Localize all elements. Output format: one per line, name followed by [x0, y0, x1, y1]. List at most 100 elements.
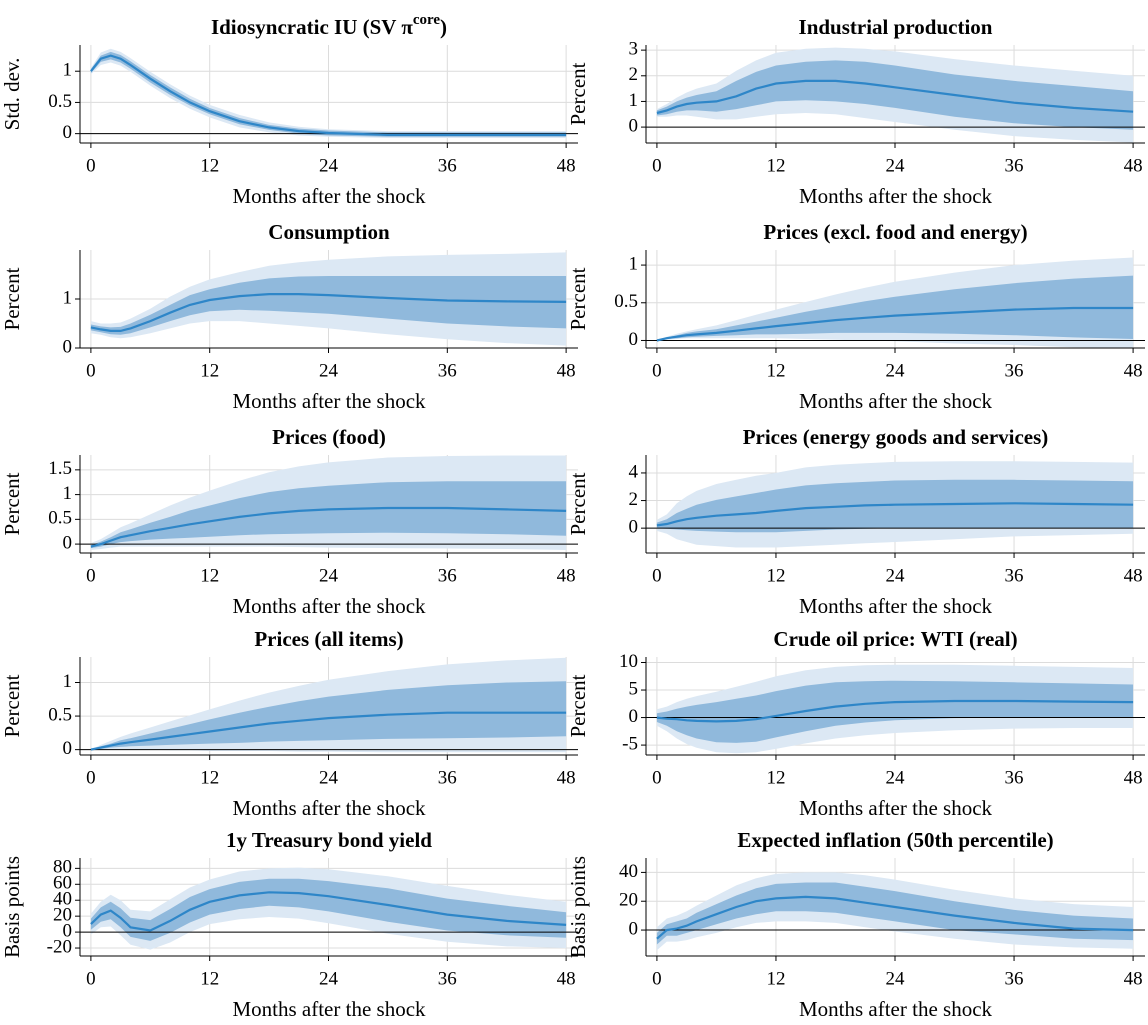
x-tick-label: 36 [438, 360, 457, 381]
confidence-band [656, 275, 1134, 341]
x-tick-label: 36 [438, 565, 457, 586]
y-tick-label: 0.5 [48, 508, 72, 529]
x-axis-label: Months after the shock [799, 796, 993, 820]
y-tick-label: 3 [629, 38, 639, 59]
x-axis-label: Months after the shock [799, 184, 993, 208]
y-axis-label: Percent [566, 674, 590, 737]
panel: 0 12 24 36 48 0 0.5 1 Months after the shock Perc… [0, 627, 578, 820]
x-tick-label: 24 [886, 767, 906, 788]
y-tick-label: 40 [53, 889, 72, 910]
x-tick-label: 0 [86, 565, 96, 586]
x-tick-label: 48 [557, 968, 576, 989]
y-axis-label: Percent [0, 267, 24, 330]
x-tick-label: 24 [886, 968, 906, 989]
y-tick-label: 0 [63, 920, 73, 941]
line [90, 711, 567, 751]
x-tick-label: 48 [1124, 360, 1143, 381]
x-tick-label: 36 [438, 767, 457, 788]
panel-title: Prices (energy goods and services) [743, 425, 1049, 449]
panel: 0 12 24 36 48 0 0.5 1 Months after the shock Std.… [0, 12, 578, 208]
panel-title: Expected inflation (50th percentile) [737, 828, 1053, 852]
y-tick-label: 20 [53, 905, 72, 926]
x-axis-label: Months after the shock [232, 594, 426, 618]
y-tick-label: -20 [47, 936, 72, 957]
x-tick-label: 48 [1124, 565, 1143, 586]
panel-title: Consumption [268, 220, 390, 244]
y-tick-label: 0.5 [48, 704, 72, 725]
x-tick-label: 24 [886, 565, 906, 586]
x-tick-label: 0 [86, 360, 96, 381]
x-tick-label: 48 [557, 360, 576, 381]
title-part: ) [440, 15, 447, 39]
y-tick-label: 0 [63, 336, 73, 357]
y-tick-label: 0 [63, 532, 73, 553]
panel: 0 12 24 36 48 0 0.5 1 1.5 Months after the shock P… [0, 425, 578, 618]
y-tick-label: 5 [629, 678, 639, 699]
x-axis-label: Months after the shock [232, 184, 426, 208]
x-tick-label: 36 [1005, 968, 1024, 989]
x-tick-label: 36 [1005, 565, 1024, 586]
y-tick-label: 1 [63, 287, 73, 308]
x-tick-label: 12 [200, 767, 219, 788]
confidence-band [90, 48, 567, 139]
panel-title: Prices (all items) [254, 627, 403, 651]
y-tick-label: 0 [629, 115, 639, 136]
y-tick-label: 1.5 [48, 458, 72, 479]
confidence-band [90, 481, 567, 549]
line [90, 506, 567, 548]
line [656, 895, 1134, 940]
y-tick-label: 1 [63, 483, 73, 504]
x-tick-label: 24 [319, 360, 339, 381]
x-tick-label: 0 [652, 565, 662, 586]
y-tick-label: 10 [619, 651, 638, 672]
x-tick-label: 48 [1124, 155, 1143, 176]
y-tick-label: 80 [53, 857, 72, 878]
panel: 0 12 24 36 48 0 0.5 1 Months after the shock Perc… [566, 220, 1145, 413]
y-axis-label: Percent [566, 472, 590, 535]
panel: 0 12 24 36 48 -5 0 5 10 Months after the shock Per… [566, 627, 1145, 820]
confidence-band [656, 680, 1134, 743]
line [90, 54, 567, 136]
y-axis-label: Percent [0, 674, 24, 737]
x-tick-label: 12 [766, 968, 785, 989]
y-tick-label: 40 [619, 861, 638, 882]
x-tick-label: 48 [557, 767, 576, 788]
y-tick-label: 1 [629, 253, 639, 274]
line [90, 891, 567, 932]
x-tick-label: 0 [652, 968, 662, 989]
title-part: Idiosyncratic IU (SV π [211, 15, 413, 39]
y-tick-label: 0 [629, 329, 639, 350]
y-axis-label: Std. dev. [0, 58, 24, 131]
y-tick-label: 0 [63, 738, 73, 759]
x-axis-label: Months after the shock [232, 796, 426, 820]
confidence-band [90, 276, 567, 335]
x-tick-label: 24 [319, 155, 339, 176]
x-tick-label: 12 [766, 565, 785, 586]
x-tick-label: 12 [200, 565, 219, 586]
panel-title: Industrial production [799, 15, 993, 39]
x-tick-label: 36 [1005, 360, 1024, 381]
y-tick-label: 1 [63, 60, 73, 81]
x-tick-label: 48 [1124, 968, 1143, 989]
y-tick-label: 0 [629, 918, 639, 939]
x-tick-label: 0 [86, 767, 96, 788]
x-tick-label: 12 [200, 155, 219, 176]
x-axis-label: Months after the shock [799, 997, 993, 1021]
y-tick-label: 0 [63, 122, 73, 143]
confidence-band [656, 479, 1134, 533]
line [656, 502, 1134, 527]
y-axis-label: Basis points [0, 856, 24, 958]
y-tick-label: 2 [629, 64, 639, 85]
line [656, 306, 1134, 342]
x-tick-label: 12 [200, 360, 219, 381]
x-tick-label: 0 [652, 767, 662, 788]
x-tick-label: 12 [766, 360, 785, 381]
x-axis-label: Months after the shock [799, 594, 993, 618]
y-tick-label: 1 [63, 671, 73, 692]
x-tick-label: 0 [652, 155, 662, 176]
line [656, 699, 1134, 723]
x-tick-label: 36 [1005, 767, 1024, 788]
